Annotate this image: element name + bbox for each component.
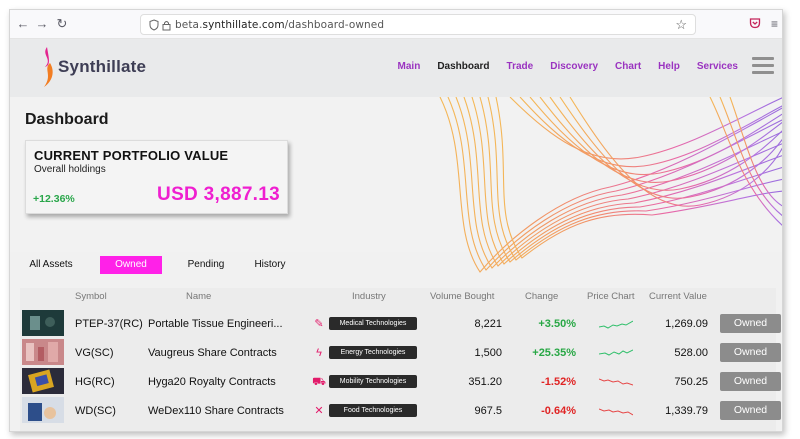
row-name[interactable]: WeDex110 Share Contracts [148, 405, 284, 417]
site-header: Synthillate Main Dashboard Trade Discove… [10, 39, 782, 97]
row-symbol: HG(RC) [75, 376, 115, 388]
portfolio-card-title: CURRENT PORTFOLIO VALUE [34, 148, 229, 163]
logo-text[interactable]: Synthillate [58, 57, 147, 76]
asset-thumbnail [22, 339, 64, 365]
owned-button[interactable]: Owned [720, 314, 781, 333]
main-nav: Main Dashboard Trade Discovery Chart Hel… [381, 61, 738, 72]
col-industry: Industry [352, 291, 386, 302]
browser-toolbar: ← → ↻ beta.synthillate.com/dashboard-own… [10, 10, 782, 39]
industry-badge: Food Technologies [329, 404, 417, 417]
pocket-icon[interactable] [749, 17, 761, 29]
tab-owned[interactable]: Owned [100, 256, 162, 274]
row-change: -1.52% [541, 376, 576, 388]
portfolio-change: +12.36% [33, 193, 75, 205]
shield-icon [149, 19, 159, 31]
col-symbol: Symbol [75, 291, 107, 302]
row-name[interactable]: Vaugreus Share Contracts [148, 347, 277, 359]
asset-thumbnail [22, 368, 64, 394]
industry-badge: Energy Technologies [329, 346, 417, 359]
syringe-icon: ✎ [314, 318, 324, 330]
price-sparkline [599, 349, 633, 356]
nav-main[interactable]: Main [397, 61, 421, 72]
portfolio-card-subtitle: Overall holdings [34, 164, 106, 175]
nav-chart[interactable]: Chart [615, 61, 642, 72]
nav-discovery[interactable]: Discovery [550, 61, 599, 72]
row-name[interactable]: Hyga20 Royalty Contracts [148, 376, 276, 388]
hamburger-menu-icon[interactable] [752, 57, 774, 75]
tab-all-assets[interactable]: All Assets [29, 259, 73, 270]
row-volume: 967.5 [474, 405, 502, 417]
address-bar[interactable]: beta.synthillate.com/dashboard-owned ☆ [140, 14, 696, 35]
browser-window: ← → ↻ beta.synthillate.com/dashboard-own… [9, 9, 783, 432]
lock-icon [162, 21, 171, 31]
row-name[interactable]: Portable Tissue Engineeri... [148, 318, 283, 330]
row-volume: 1,500 [474, 347, 502, 359]
tab-history[interactable]: History [254, 259, 286, 270]
owned-button[interactable]: Owned [720, 372, 781, 391]
reload-icon[interactable]: ↻ [56, 16, 68, 31]
col-name: Name [186, 291, 212, 302]
row-current-value: 750.25 [674, 376, 708, 388]
price-sparkline [599, 408, 633, 416]
col-volume-bought: Volume Bought [430, 291, 495, 302]
table-row[interactable]: VG(SC) Vaugreus Share Contracts ϟ Energy… [20, 339, 781, 368]
asset-thumbnail [22, 397, 64, 423]
row-volume: 8,221 [474, 318, 502, 330]
row-volume: 351.20 [468, 376, 502, 388]
utensils-icon: ✕ [314, 405, 324, 417]
row-current-value: 528.00 [674, 347, 708, 359]
nav-help[interactable]: Help [658, 61, 680, 72]
row-change: +3.50% [538, 318, 576, 330]
assets-table: Symbol Name Industry Volume Bought Chang… [20, 288, 781, 431]
industry-badge: Mobility Technologies [329, 375, 417, 388]
asset-tabs: All Assets Owned Pending History [22, 256, 322, 276]
row-current-value: 1,269.09 [665, 318, 708, 330]
table-row[interactable]: PTEP-37(RC) Portable Tissue Engineeri...… [20, 310, 781, 339]
back-arrow-icon[interactable]: ← [16, 16, 30, 31]
row-change: +25.35% [532, 347, 576, 359]
row-symbol: WD(SC) [75, 405, 116, 417]
row-symbol: PTEP-37(RC) [75, 318, 143, 330]
nav-dashboard[interactable]: Dashboard [437, 61, 490, 72]
price-sparkline [599, 320, 633, 329]
nav-services[interactable]: Services [696, 61, 738, 72]
owned-button[interactable]: Owned [720, 343, 781, 362]
row-symbol: VG(SC) [75, 347, 114, 359]
portfolio-value-card: CURRENT PORTFOLIO VALUE Overall holdings… [25, 140, 288, 214]
table-header: Symbol Name Industry Volume Bought Chang… [20, 288, 776, 304]
col-change: Change [525, 291, 559, 302]
portfolio-value: USD 3,887.13 [157, 184, 280, 205]
car-icon: ⛟ [312, 376, 326, 388]
menu-icon[interactable]: ≡ [771, 17, 779, 31]
nav-trade[interactable]: Trade [506, 61, 534, 72]
page-title: Dashboard [25, 111, 109, 128]
col-current-value: Current Value [649, 291, 707, 302]
price-sparkline [599, 378, 633, 386]
industry-badge: Medical Technologies [329, 317, 417, 330]
decorative-wave-graphic [439, 97, 782, 273]
table-row[interactable]: WD(SC) WeDex110 Share Contracts ✕ Food T… [20, 397, 781, 426]
owned-button[interactable]: Owned [720, 401, 781, 420]
lightning-icon: ϟ [316, 347, 322, 359]
url-text: beta.synthillate.com/dashboard-owned [175, 19, 385, 31]
forward-arrow-icon[interactable]: → [35, 16, 49, 31]
row-change: -0.64% [541, 405, 576, 417]
table-row[interactable]: HG(RC) Hyga20 Royalty Contracts ⛟ Mobili… [20, 368, 781, 397]
asset-thumbnail [22, 310, 64, 336]
tab-pending[interactable]: Pending [187, 259, 225, 270]
row-current-value: 1,339.79 [665, 405, 708, 417]
synthillate-logo-icon[interactable] [37, 45, 57, 89]
col-price-chart: Price Chart [587, 291, 635, 302]
bookmark-star-icon[interactable]: ☆ [675, 17, 687, 32]
